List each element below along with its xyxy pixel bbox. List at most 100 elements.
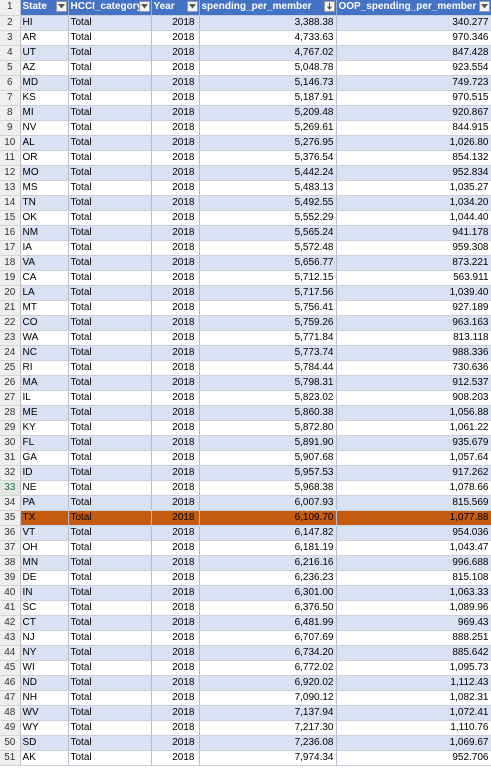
cell-oop-spending-per-member[interactable]: 1,056.88 [336, 405, 491, 421]
cell-state[interactable]: ME [20, 405, 69, 421]
cell-oop-spending-per-member[interactable]: 1,089.96 [336, 600, 491, 616]
cell-state[interactable]: WY [20, 720, 69, 736]
row-number[interactable]: 46 [0, 675, 21, 691]
row-number[interactable]: 45 [0, 660, 21, 676]
filter-dropdown-icon[interactable] [55, 1, 67, 12]
cell-hcci-category[interactable]: Total [68, 210, 152, 226]
cell-spending-per-member[interactable]: 5,656.77 [199, 255, 337, 271]
cell-oop-spending-per-member[interactable]: 941.178 [336, 225, 491, 241]
cell-year[interactable]: 2018 [151, 315, 200, 331]
row-number[interactable]: 35 [0, 510, 21, 526]
cell-oop-spending-per-member[interactable]: 847.428 [336, 45, 491, 61]
row-number[interactable]: 19 [0, 270, 21, 286]
cell-hcci-category[interactable]: Total [68, 345, 152, 361]
cell-spending-per-member[interactable]: 5,276.95 [199, 135, 337, 151]
cell-oop-spending-per-member[interactable]: 1,112.43 [336, 675, 491, 691]
table-row[interactable]: 5 AZ Total 2018 5,048.78 923.554 [0, 60, 491, 76]
cell-hcci-category[interactable]: Total [68, 705, 152, 721]
cell-state[interactable]: NC [20, 345, 69, 361]
cell-state[interactable]: IN [20, 585, 69, 601]
cell-state[interactable]: VT [20, 525, 69, 541]
cell-hcci-category[interactable]: Total [68, 75, 152, 91]
table-row-selected[interactable]: 35 TX Total 2018 6,109.70 1,077.88 [0, 510, 491, 526]
cell-hcci-category[interactable]: Total [68, 360, 152, 376]
table-row[interactable]: 34 PA Total 2018 6,007.93 815.569 [0, 495, 491, 511]
cell-hcci-category[interactable]: Total [68, 555, 152, 571]
cell-spending-per-member[interactable]: 5,968.38 [199, 480, 337, 496]
cell-state[interactable]: OH [20, 540, 69, 556]
row-number[interactable]: 34 [0, 495, 21, 511]
cell-oop-spending-per-member[interactable]: 1,078.66 [336, 480, 491, 496]
table-row[interactable]: 49 WY Total 2018 7,217.30 1,110.76 [0, 720, 491, 736]
cell-year[interactable]: 2018 [151, 360, 200, 376]
table-row[interactable]: 25 RI Total 2018 5,784.44 730.636 [0, 360, 491, 376]
table-row[interactable]: 27 IL Total 2018 5,823.02 908.203 [0, 390, 491, 406]
cell-state[interactable]: CO [20, 315, 69, 331]
row-number[interactable]: 44 [0, 645, 21, 661]
cell-spending-per-member[interactable]: 7,137.94 [199, 705, 337, 721]
cell-oop-spending-per-member[interactable]: 954.036 [336, 525, 491, 541]
cell-hcci-category[interactable]: Total [68, 735, 152, 751]
column-header-hcci-category[interactable]: HCCI_category [68, 0, 152, 16]
cell-hcci-category[interactable]: Total [68, 570, 152, 586]
cell-oop-spending-per-member[interactable]: 1,057.64 [336, 450, 491, 466]
table-row[interactable]: 21 MT Total 2018 5,756.41 927.189 [0, 300, 491, 316]
table-row[interactable]: 42 CT Total 2018 6,481.99 969.43 [0, 615, 491, 631]
row-number[interactable]: 39 [0, 570, 21, 586]
cell-spending-per-member[interactable]: 5,565.24 [199, 225, 337, 241]
cell-year[interactable]: 2018 [151, 420, 200, 436]
cell-state[interactable]: MS [20, 180, 69, 196]
cell-oop-spending-per-member[interactable]: 563.911 [336, 270, 491, 286]
cell-spending-per-member[interactable]: 6,181.19 [199, 540, 337, 556]
cell-spending-per-member[interactable]: 5,492.55 [199, 195, 337, 211]
cell-state[interactable]: OK [20, 210, 69, 226]
cell-spending-per-member[interactable]: 5,773.74 [199, 345, 337, 361]
row-number[interactable]: 25 [0, 360, 21, 376]
table-row[interactable]: 46 ND Total 2018 6,920.02 1,112.43 [0, 675, 491, 691]
cell-oop-spending-per-member[interactable]: 923.554 [336, 60, 491, 76]
cell-hcci-category[interactable]: Total [68, 405, 152, 421]
cell-year[interactable]: 2018 [151, 495, 200, 511]
cell-state[interactable]: NV [20, 120, 69, 136]
cell-hcci-category[interactable]: Total [68, 645, 152, 661]
cell-year[interactable]: 2018 [151, 30, 200, 46]
cell-hcci-category[interactable]: Total [68, 480, 152, 496]
cell-spending-per-member[interactable]: 6,376.50 [199, 600, 337, 616]
row-number[interactable]: 38 [0, 555, 21, 571]
row-number[interactable]: 24 [0, 345, 21, 361]
cell-hcci-category[interactable]: Total [68, 540, 152, 556]
row-number[interactable]: 4 [0, 45, 21, 61]
cell-spending-per-member[interactable]: 6,147.82 [199, 525, 337, 541]
cell-oop-spending-per-member[interactable]: 970.515 [336, 90, 491, 106]
table-row[interactable]: 43 NJ Total 2018 6,707.69 888.251 [0, 630, 491, 646]
cell-hcci-category[interactable]: Total [68, 495, 152, 511]
cell-state[interactable]: VA [20, 255, 69, 271]
cell-year[interactable]: 2018 [151, 615, 200, 631]
cell-state[interactable]: CT [20, 615, 69, 631]
row-number[interactable]: 48 [0, 705, 21, 721]
cell-spending-per-member[interactable]: 6,301.00 [199, 585, 337, 601]
cell-hcci-category[interactable]: Total [68, 690, 152, 706]
cell-state[interactable]: TX [20, 510, 69, 526]
cell-year[interactable]: 2018 [151, 225, 200, 241]
cell-hcci-category[interactable]: Total [68, 660, 152, 676]
cell-spending-per-member[interactable]: 5,187.91 [199, 90, 337, 106]
cell-state[interactable]: MO [20, 165, 69, 181]
cell-spending-per-member[interactable]: 5,048.78 [199, 60, 337, 76]
cell-state[interactable]: MI [20, 105, 69, 121]
cell-hcci-category[interactable]: Total [68, 195, 152, 211]
cell-spending-per-member[interactable]: 5,784.44 [199, 360, 337, 376]
cell-oop-spending-per-member[interactable]: 917.262 [336, 465, 491, 481]
cell-state[interactable]: KS [20, 90, 69, 106]
row-number[interactable]: 43 [0, 630, 21, 646]
cell-state[interactable]: NJ [20, 630, 69, 646]
cell-oop-spending-per-member[interactable]: 885.642 [336, 645, 491, 661]
cell-spending-per-member[interactable]: 5,907.68 [199, 450, 337, 466]
cell-year[interactable]: 2018 [151, 630, 200, 646]
cell-hcci-category[interactable]: Total [68, 330, 152, 346]
cell-spending-per-member[interactable]: 5,957.53 [199, 465, 337, 481]
cell-state[interactable]: MA [20, 375, 69, 391]
table-row[interactable]: 44 NY Total 2018 6,734.20 885.642 [0, 645, 491, 661]
cell-oop-spending-per-member[interactable]: 988.336 [336, 345, 491, 361]
